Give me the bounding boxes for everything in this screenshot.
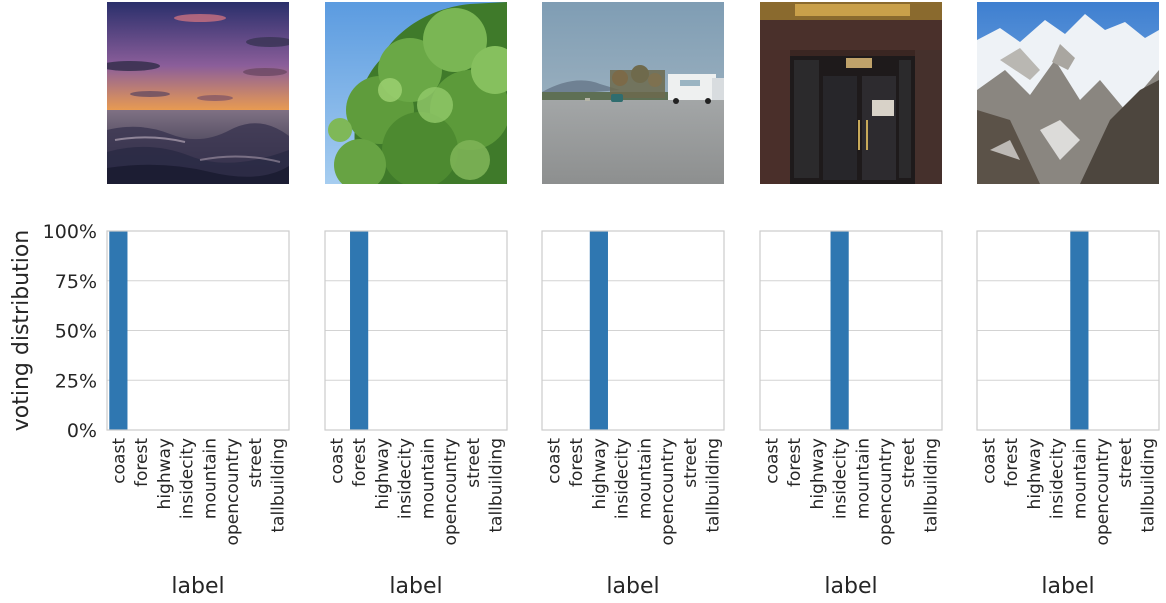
chart-panel-insidecity: coast forest highway insidecity mountain open… xyxy=(759,230,943,599)
x-tick-label: insidecity xyxy=(831,438,851,519)
x-tick-label: street xyxy=(464,438,484,488)
x-tick-label: coast xyxy=(979,438,999,484)
bar-insidecity xyxy=(830,231,849,430)
x-tick-label: opencountry xyxy=(658,438,678,545)
x-tick-label: highway xyxy=(808,438,828,509)
x-tick-label: tallbuilding xyxy=(487,438,507,533)
storefront-doors-photo xyxy=(760,2,942,184)
x-tick-label: forest xyxy=(132,438,152,487)
x-tick-label: mountain xyxy=(418,438,438,519)
plot-frame xyxy=(976,230,1160,431)
y-axis-label: voting distribution xyxy=(9,230,34,432)
x-tick-label: forest xyxy=(785,438,805,487)
x-tick-label: forest xyxy=(350,438,370,487)
bar-coast xyxy=(109,231,128,430)
x-tick-label: mountain xyxy=(200,438,220,519)
x-axis-label: label xyxy=(389,574,442,599)
chart-panel-coast: coast forest highway insidecity mountain open… xyxy=(9,221,290,599)
x-tick-label: street xyxy=(899,438,919,488)
plot-frame xyxy=(759,230,943,431)
x-axis-label: label xyxy=(1041,574,1094,599)
x-tick-label: forest xyxy=(567,438,587,487)
x-tick-label: coast xyxy=(762,438,782,484)
x-tick-label: tallbuilding xyxy=(704,438,724,533)
plot-frame xyxy=(541,230,725,431)
x-tick-label: coast xyxy=(109,438,129,484)
x-tick-label: tallbuilding xyxy=(922,438,942,533)
sunset-coast-photo xyxy=(107,2,289,184)
x-tick-label: insidecity xyxy=(178,438,198,519)
x-tick-label: forest xyxy=(1002,438,1022,487)
x-tick-label: coast xyxy=(544,438,564,484)
bar-forest xyxy=(350,231,369,430)
x-tick-label: insidecity xyxy=(1048,438,1068,519)
x-tick-label: opencountry xyxy=(441,438,461,545)
x-tick-label: opencountry xyxy=(876,438,896,545)
x-axis-label: label xyxy=(606,574,659,599)
x-tick-label: highway xyxy=(590,438,610,509)
x-tick-label: street xyxy=(246,438,266,488)
bar-charts: coast forest highway insidecity mountain open… xyxy=(9,221,1160,599)
x-tick-label: insidecity xyxy=(613,438,633,519)
y-tick-label: 75% xyxy=(55,271,97,293)
x-tick-label: opencountry xyxy=(1093,438,1113,545)
y-tick-label: 50% xyxy=(55,321,97,343)
x-axis-label: label xyxy=(824,574,877,599)
x-tick-label: street xyxy=(1116,438,1136,488)
x-tick-label: mountain xyxy=(1070,438,1090,519)
highway-with-truck-photo xyxy=(542,2,724,184)
x-tick-label: mountain xyxy=(853,438,873,519)
x-tick-label: mountain xyxy=(635,438,655,519)
x-tick-label: highway xyxy=(1025,438,1045,509)
bar-highway xyxy=(589,231,608,430)
x-tick-label: insidecity xyxy=(396,438,416,519)
chart-panel-mountain: coast forest highway insidecity mountain open… xyxy=(976,230,1160,599)
y-tick-label: 25% xyxy=(55,370,97,392)
chart-panel-highway: coast forest highway insidecity mountain open… xyxy=(541,230,725,599)
y-tick-label: 100% xyxy=(43,221,97,243)
x-axis-label: label xyxy=(171,574,224,599)
y-tick-label: 0% xyxy=(67,420,97,442)
plot-frame xyxy=(106,230,290,431)
x-tick-label: street xyxy=(681,438,701,488)
plot-frame xyxy=(324,230,508,431)
snowy-mountains-photo xyxy=(977,2,1159,184)
x-tick-label: tallbuilding xyxy=(1139,438,1159,533)
tree-against-sky-photo xyxy=(325,2,507,184)
x-tick-label: opencountry xyxy=(223,438,243,545)
chart-panel-forest: coast forest highway insidecity mountain open… xyxy=(324,230,508,599)
x-tick-label: highway xyxy=(155,438,175,509)
bar-mountain xyxy=(1070,231,1089,430)
x-tick-label: coast xyxy=(327,438,347,484)
x-tick-label: highway xyxy=(373,438,393,509)
x-tick-label: tallbuilding xyxy=(269,438,289,533)
